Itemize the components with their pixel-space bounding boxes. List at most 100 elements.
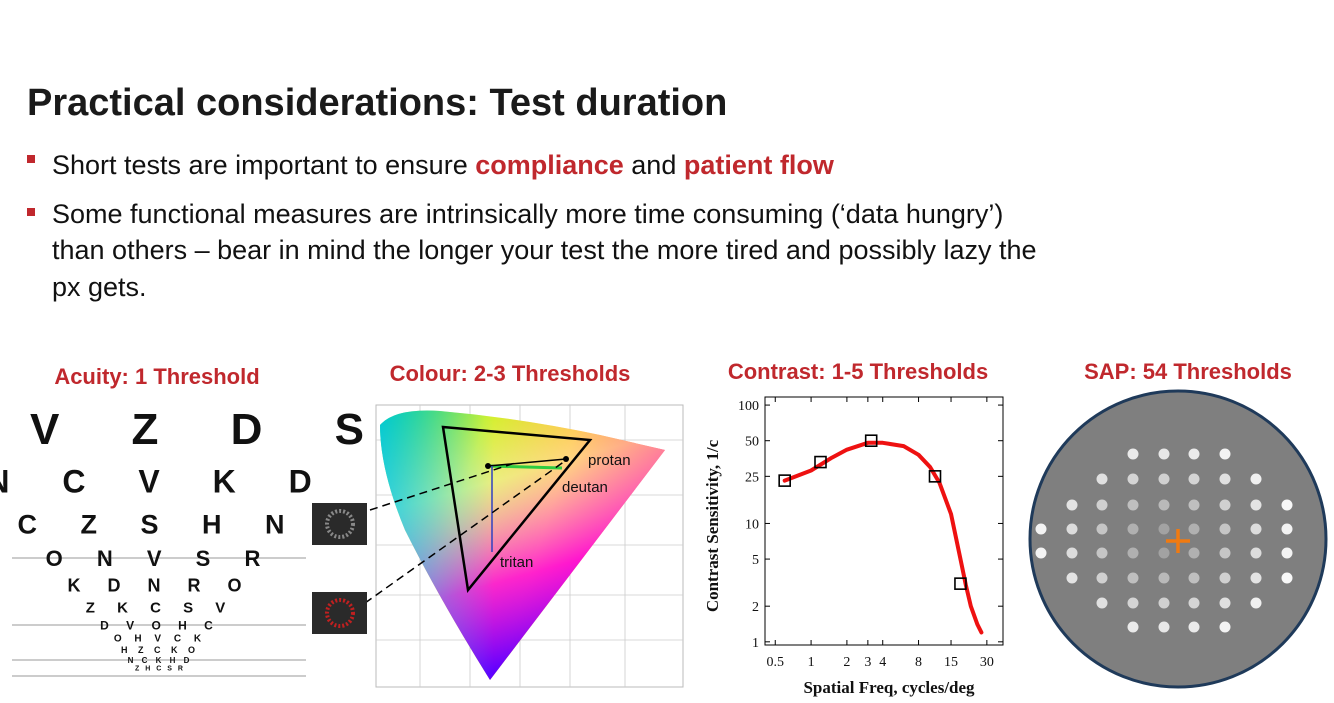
test-point xyxy=(1066,523,1078,535)
test-point xyxy=(1188,499,1200,511)
confusion-line xyxy=(487,464,563,470)
y-tick-label: 100 xyxy=(738,399,759,414)
test-point xyxy=(1158,597,1170,609)
letter-row: N C K H D xyxy=(128,656,193,665)
sap-field xyxy=(1028,389,1328,689)
test-point xyxy=(1096,547,1108,559)
test-point xyxy=(1127,499,1139,511)
test-point xyxy=(1188,523,1200,535)
letter-row: C Z S H N xyxy=(17,510,302,540)
test-point xyxy=(1281,523,1293,535)
test-point xyxy=(1158,621,1170,633)
test-point xyxy=(1281,499,1293,511)
test-point xyxy=(1188,597,1200,609)
highlight: patient flow xyxy=(684,150,835,180)
letter-row: N C V K D xyxy=(0,464,334,500)
acuity-chart: H V Z D S N C V K D C Z S H N O N V S R K D … xyxy=(0,405,394,677)
letter-row: O N V S R xyxy=(46,546,275,571)
y-tick-label: 10 xyxy=(745,517,759,532)
test-point xyxy=(1281,547,1293,559)
test-point xyxy=(1096,597,1108,609)
test-point xyxy=(1035,523,1047,535)
x-tick-label: 4 xyxy=(879,655,886,670)
test-point xyxy=(1250,572,1262,584)
slide-title: Practical considerations: Test duration xyxy=(27,82,727,124)
test-point xyxy=(1250,597,1262,609)
bullet-text: Some functional measures are intrinsical… xyxy=(52,199,1003,229)
pointer xyxy=(364,460,566,604)
letter-row: H Z C K O xyxy=(121,645,199,655)
test-point xyxy=(1250,523,1262,535)
threshold-marker xyxy=(814,455,827,469)
test-point xyxy=(1219,621,1231,633)
y-tick-label: 1 xyxy=(752,636,759,651)
test-point xyxy=(1096,523,1108,535)
panel-label: SAP: 54 Thresholds xyxy=(1084,359,1292,384)
bullet-text: Short tests are important to ensure comp… xyxy=(52,150,835,180)
confusion-line xyxy=(487,458,567,467)
letter-row: D V O H C xyxy=(100,618,220,632)
x-tick-label: 2 xyxy=(843,655,850,670)
panel-label: Contrast: 1-5 Thresholds xyxy=(728,359,988,384)
test-point xyxy=(1250,473,1262,485)
point xyxy=(485,463,491,469)
letter-row: H V Z D S xyxy=(0,405,394,454)
test-point xyxy=(1158,572,1170,584)
stimulus-ring xyxy=(325,598,355,628)
text: Short tests are important to ensure xyxy=(52,150,475,180)
test-point xyxy=(1219,597,1231,609)
y-tick-label: 50 xyxy=(745,435,759,450)
test-point xyxy=(1188,572,1200,584)
bullet-marker xyxy=(27,208,35,216)
test-point xyxy=(1250,547,1262,559)
letter-row: O H V C K xyxy=(114,634,206,645)
y-axis-label: Contrast Sensitivity, 1/c xyxy=(703,439,722,612)
test-point xyxy=(1127,621,1139,633)
triangle xyxy=(441,425,593,593)
threshold-marker xyxy=(864,434,878,448)
point xyxy=(563,456,569,462)
highlight: compliance xyxy=(475,150,624,180)
test-point xyxy=(1127,597,1139,609)
test-point xyxy=(1066,572,1078,584)
bullet-text: than others – bear in mind the longer yo… xyxy=(52,235,1037,265)
x-tick-label: 8 xyxy=(915,655,922,670)
test-point xyxy=(1096,499,1108,511)
x-tick-label: 15 xyxy=(944,655,958,670)
test-point xyxy=(1158,547,1170,559)
test-point xyxy=(1066,499,1078,511)
test-point xyxy=(1096,473,1108,485)
letter-row: Z K C S V xyxy=(86,599,235,616)
x-axis-label: Spatial Freq, cycles/deg xyxy=(803,678,975,697)
panel-label: Colour: 2-3 Thresholds xyxy=(390,361,631,386)
x-tick-label: 0.5 xyxy=(767,655,785,670)
x-tick-label: 1 xyxy=(808,655,815,670)
bullet-text: px gets. xyxy=(52,272,147,302)
y-tick-label: 25 xyxy=(745,470,759,485)
colour-diagram: protan deutan tritan xyxy=(312,404,684,688)
test-point xyxy=(1158,448,1170,460)
threshold-marker xyxy=(954,577,967,590)
test-point xyxy=(1219,523,1231,535)
test-point xyxy=(1188,621,1200,633)
y-tick-label: 2 xyxy=(752,600,759,615)
plot-frame xyxy=(764,396,1004,646)
test-point xyxy=(1066,547,1078,559)
letter-row: Z H C S R xyxy=(135,666,185,673)
line-label: tritan xyxy=(500,554,533,571)
panel-label: Acuity: 1 Threshold xyxy=(54,364,259,389)
test-point xyxy=(1219,572,1231,584)
x-tick-label: 30 xyxy=(980,655,994,670)
test-point xyxy=(1250,499,1262,511)
test-point xyxy=(1158,523,1170,535)
test-point xyxy=(1219,547,1231,559)
test-point xyxy=(1096,572,1108,584)
test-point xyxy=(1127,448,1139,460)
test-point xyxy=(1035,547,1047,559)
test-point xyxy=(1281,572,1293,584)
test-point xyxy=(1158,499,1170,511)
test-point xyxy=(1127,473,1139,485)
test-point xyxy=(1127,523,1139,535)
bullet-marker xyxy=(27,155,35,163)
